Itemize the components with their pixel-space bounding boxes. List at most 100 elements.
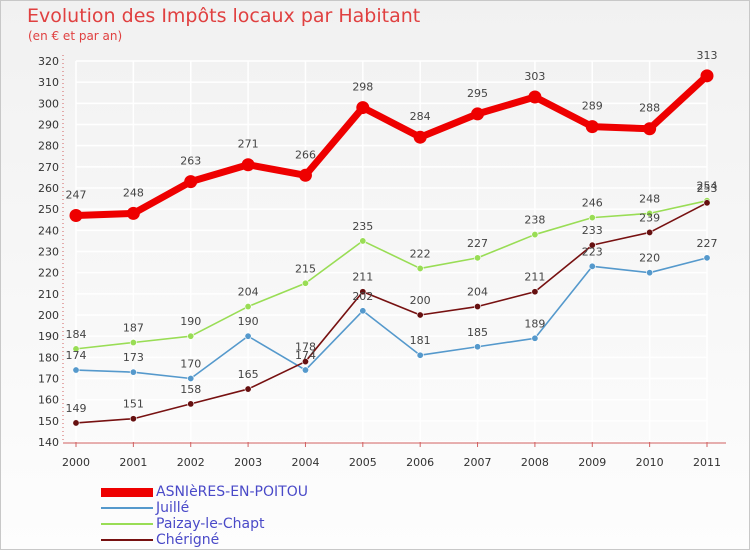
y-tick-label-180: 180 [38, 351, 59, 364]
y-tick-label-280: 280 [38, 140, 59, 153]
y-tick-label-150: 150 [38, 415, 59, 428]
legend-swatch-asni-res-en-poitou [101, 487, 153, 497]
data-point-ch-rign--2000 [72, 419, 80, 427]
x-tick-label-2001: 2001 [119, 456, 147, 469]
data-label-juill--2004: 174 [295, 349, 316, 362]
data-label-paizay-le-chapt-2004: 215 [295, 262, 316, 275]
data-point-ch-rign--2001 [129, 415, 137, 423]
data-label-asni-res-en-poitou-2004: 266 [295, 148, 316, 161]
x-tick-label-2008: 2008 [521, 456, 549, 469]
data-point-ch-rign--2008 [531, 288, 539, 296]
data-point-paizay-le-chapt-2001 [129, 339, 137, 347]
data-point-paizay-le-chapt-2010 [646, 209, 654, 217]
data-point-juill--2002 [187, 374, 195, 382]
series-line-paizay-le-chapt [75, 199, 708, 350]
data-label-paizay-le-chapt-2011: 254 [697, 180, 718, 193]
data-label-ch-rign--2001: 151 [123, 398, 144, 411]
y-tick-label-270: 270 [38, 161, 59, 174]
data-point-paizay-le-chapt-2006 [416, 264, 424, 272]
data-label-asni-res-en-poitou-2002: 263 [180, 155, 201, 168]
y-tick-label-260: 260 [38, 182, 59, 195]
data-point-asni-res-en-poitou-2002 [184, 175, 198, 189]
data-label-asni-res-en-poitou-2000: 247 [66, 189, 87, 202]
x-tick-label-2006: 2006 [406, 456, 434, 469]
data-point-asni-res-en-poitou-2009 [585, 120, 599, 134]
data-label-ch-rign--2009: 233 [582, 224, 603, 237]
data-point-paizay-le-chapt-2009 [588, 214, 596, 222]
data-label-asni-res-en-poitou-2001: 248 [123, 186, 144, 199]
series-line-juill- [75, 257, 708, 380]
legend-label-juill-: Juillé [156, 500, 190, 516]
data-point-asni-res-en-poitou-2001 [126, 206, 140, 220]
data-point-asni-res-en-poitou-2007 [471, 107, 485, 121]
data-point-ch-rign--2004 [301, 358, 309, 366]
legend-swatch-ch-rign- [101, 539, 153, 541]
data-label-paizay-le-chapt-2005: 235 [352, 220, 373, 233]
data-label-paizay-le-chapt-2002: 190 [180, 315, 201, 328]
legend-swatch-juill- [101, 507, 153, 509]
data-point-asni-res-en-poitou-2011 [700, 69, 714, 83]
data-label-ch-rign--2008: 211 [524, 271, 545, 284]
data-label-juill--2007: 185 [467, 326, 488, 339]
data-label-ch-rign--2000: 149 [66, 402, 87, 415]
series-group [69, 69, 714, 427]
data-label-asni-res-en-poitou-2003: 271 [238, 138, 259, 151]
data-label-asni-res-en-poitou-2007: 295 [467, 87, 488, 100]
data-point-paizay-le-chapt-2003 [244, 303, 252, 311]
chart-subtitle: (en € et par an) [28, 29, 123, 43]
data-point-juill--2011 [703, 254, 711, 262]
data-label-asni-res-en-poitou-2011: 313 [697, 49, 718, 62]
axes: 140 150 160 170 180 190 200 210 220 230 240 250 260 2… [38, 55, 726, 469]
y-tick-label-190: 190 [38, 330, 59, 343]
data-label-asni-res-en-poitou-2009: 289 [582, 100, 603, 113]
data-label-ch-rign--2004: 178 [295, 341, 316, 354]
data-label-paizay-le-chapt-2001: 187 [123, 322, 144, 335]
data-label-ch-rign--2010: 239 [639, 211, 660, 224]
chart-title: Evolution des Impôts locaux par Habitant [27, 5, 421, 27]
data-point-paizay-le-chapt-2007 [474, 254, 482, 262]
data-label-juill--2009: 223 [582, 245, 603, 258]
y-tick-label-240: 240 [38, 224, 59, 237]
x-tick-label-2011: 2011 [693, 456, 721, 469]
legend-label-ch-rign-: Chérigné [156, 532, 220, 548]
y-tick-label-320: 320 [38, 55, 59, 68]
data-label-juill--2000: 174 [66, 349, 87, 362]
data-point-juill--2003 [244, 332, 252, 340]
data-label-ch-rign--2007: 204 [467, 286, 488, 299]
x-tick-label-2002: 2002 [177, 456, 205, 469]
data-label-paizay-le-chapt-2000: 184 [66, 328, 87, 341]
y-tick-label-310: 310 [38, 76, 59, 89]
data-label-paizay-le-chapt-2006: 222 [410, 247, 431, 260]
data-label-juill--2006: 181 [410, 334, 431, 347]
x-tick-label-2007: 2007 [464, 456, 492, 469]
series-line-ch-rign- [75, 202, 708, 424]
data-label-juill--2008: 189 [524, 317, 545, 330]
data-point-asni-res-en-poitou-2004 [298, 168, 312, 182]
data-point-asni-res-en-poitou-2000 [69, 209, 83, 223]
grid-lines [75, 60, 708, 443]
data-point-ch-rign--2006 [416, 311, 424, 319]
data-label-ch-rign--2011: 253 [697, 182, 718, 195]
data-point-ch-rign--2010 [646, 228, 654, 236]
y-tick-label-160: 160 [38, 394, 59, 407]
data-point-asni-res-en-poitou-2003 [241, 158, 255, 172]
x-tick-label-2000: 2000 [62, 456, 90, 469]
x-tick-label-2009: 2009 [578, 456, 606, 469]
data-point-ch-rign--2002 [187, 400, 195, 408]
data-label-paizay-le-chapt-2007: 227 [467, 237, 488, 250]
data-point-asni-res-en-poitou-2006 [413, 130, 427, 144]
data-point-juill--2007 [474, 343, 482, 351]
data-point-paizay-le-chapt-2005 [359, 237, 367, 245]
data-label-ch-rign--2003: 165 [238, 368, 259, 381]
data-point-juill--2005 [359, 307, 367, 315]
legend-label-paizay-le-chapt: Paizay-le-Chapt [156, 516, 265, 532]
data-point-juill--2001 [129, 368, 137, 376]
data-point-paizay-le-chapt-2000 [72, 345, 80, 353]
data-point-juill--2010 [646, 269, 654, 277]
data-label-paizay-le-chapt-2008: 238 [524, 214, 545, 227]
data-label-asni-res-en-poitou-2006: 284 [410, 110, 431, 123]
data-point-paizay-le-chapt-2004 [301, 279, 309, 287]
x-tick-label-2003: 2003 [234, 456, 262, 469]
